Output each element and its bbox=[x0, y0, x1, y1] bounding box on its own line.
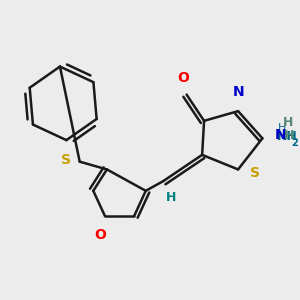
Text: S: S bbox=[250, 166, 260, 180]
Text: N: N bbox=[232, 85, 244, 100]
Text: S: S bbox=[61, 153, 71, 167]
Text: H: H bbox=[166, 191, 176, 204]
Text: 2: 2 bbox=[292, 138, 298, 148]
Text: H: H bbox=[283, 116, 293, 129]
Text: H: H bbox=[284, 129, 294, 142]
Text: O: O bbox=[94, 228, 106, 242]
Text: O: O bbox=[178, 71, 190, 85]
Text: NH: NH bbox=[277, 130, 298, 143]
Text: N: N bbox=[275, 128, 287, 142]
Text: H: H bbox=[278, 123, 286, 133]
